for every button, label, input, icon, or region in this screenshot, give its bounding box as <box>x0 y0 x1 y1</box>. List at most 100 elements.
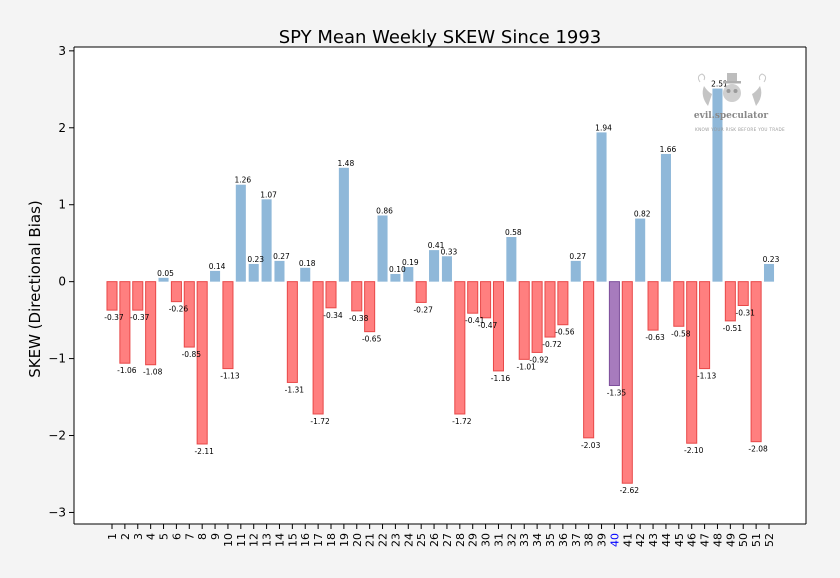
data-label-16: 0.18 <box>299 259 316 268</box>
x-tick-label-19: 19 <box>338 533 351 547</box>
bar-1 <box>106 281 118 311</box>
x-tick-label-22: 22 <box>377 533 390 547</box>
y-axis-label: SKEW (Directional Bias) <box>26 200 44 378</box>
data-label-52: 0.23 <box>763 255 780 264</box>
top-hat-mascot-icon <box>697 73 767 106</box>
bar-33 <box>518 281 530 360</box>
bar-48 <box>712 88 723 282</box>
y-tick-label: −3 <box>48 505 66 519</box>
x-tick-label-30: 30 <box>480 533 493 547</box>
data-label-44: 1.66 <box>660 145 677 154</box>
bar-20 <box>351 281 363 312</box>
data-label-24: 0.19 <box>402 258 419 267</box>
data-label-50: -0.31 <box>736 309 756 318</box>
data-label-1: -0.37 <box>104 313 124 322</box>
data-label-38: -2.03 <box>581 441 601 450</box>
x-tick-label-15: 15 <box>286 533 299 547</box>
bar-28 <box>454 281 466 415</box>
data-label-6: -0.26 <box>169 305 189 314</box>
x-tick-label-26: 26 <box>428 533 441 547</box>
bar-46 <box>686 281 698 444</box>
data-label-9: 0.14 <box>209 262 226 271</box>
x-tick-label-9: 9 <box>209 533 222 540</box>
x-tick-label-41: 41 <box>621 533 634 547</box>
x-axis-ticks: 1 2 3 4 5 6 7 8 9 10 11 12 13 14 15 16 17 18 19 20 21 22 23 24 2… <box>106 524 776 547</box>
x-tick-label-44: 44 <box>660 533 673 547</box>
x-tick-label-50: 50 <box>737 533 750 547</box>
bar-3 <box>132 281 144 311</box>
bar-14 <box>274 260 285 282</box>
data-label-15: -1.31 <box>285 385 305 394</box>
bar-11 <box>235 184 246 282</box>
x-tick-label-35: 35 <box>544 533 557 547</box>
bar-30 <box>480 281 492 319</box>
data-label-45: -0.58 <box>671 329 691 338</box>
bar-51 <box>750 281 762 443</box>
data-label-46: -2.10 <box>684 446 704 455</box>
x-tick-label-6: 6 <box>170 533 183 540</box>
data-label-41: -2.62 <box>620 486 640 495</box>
data-label-26: 0.41 <box>428 241 445 250</box>
x-tick-label-1: 1 <box>106 533 119 540</box>
bar-44 <box>660 153 671 282</box>
chart-title: SPY Mean Weekly SKEW Since 1993 <box>279 27 602 48</box>
bar-41 <box>621 281 633 484</box>
data-label-2: -1.06 <box>117 366 137 375</box>
bar-16 <box>300 267 311 282</box>
data-label-28: -1.72 <box>452 417 472 426</box>
data-label-4: -1.08 <box>143 368 163 377</box>
bar-8 <box>196 281 208 445</box>
bar-52 <box>763 263 775 282</box>
bar-10 <box>222 281 234 370</box>
data-label-17: -1.72 <box>310 417 330 426</box>
bar-7 <box>183 281 195 348</box>
y-tick-label: 1 <box>58 198 66 212</box>
bar-18 <box>325 281 337 309</box>
bar-6 <box>170 281 182 303</box>
bar-27 <box>441 256 452 282</box>
bars-group <box>106 88 775 484</box>
watermark-logo: evil.speculator KNOW YOUR RISK BEFORE YO… <box>694 73 785 132</box>
data-label-30: -0.47 <box>478 321 498 330</box>
y-tick-label: −1 <box>48 352 66 366</box>
data-label-25: -0.27 <box>413 305 433 314</box>
bar-17 <box>312 281 324 415</box>
y-tick-label: 3 <box>58 44 66 58</box>
data-label-23: 0.10 <box>389 265 406 274</box>
data-label-22: 0.86 <box>376 206 393 215</box>
bar-50 <box>737 281 749 306</box>
x-tick-label-18: 18 <box>325 533 338 547</box>
data-label-29: -0.41 <box>465 316 485 325</box>
bar-25 <box>415 281 427 303</box>
x-tick-label-40: 40 <box>608 533 621 547</box>
x-tick-label-2: 2 <box>119 533 132 540</box>
watermark-tagline: KNOW YOUR RISK BEFORE YOU TRADE <box>695 127 785 132</box>
y-tick-label: 2 <box>58 121 66 135</box>
bar-5 <box>158 277 169 282</box>
bar-21 <box>364 281 376 333</box>
data-label-32: 0.58 <box>505 228 522 237</box>
x-tick-label-4: 4 <box>145 533 158 540</box>
data-label-51: -2.08 <box>748 445 768 454</box>
bar-36 <box>557 281 569 326</box>
x-tick-label-52: 52 <box>763 533 776 547</box>
data-label-49: -0.51 <box>723 324 743 333</box>
x-tick-label-13: 13 <box>261 533 274 547</box>
bar-24 <box>403 267 414 282</box>
data-label-34: -0.92 <box>529 355 549 364</box>
data-label-37: 0.27 <box>569 252 586 261</box>
data-label-19: 1.48 <box>338 159 355 168</box>
x-tick-label-43: 43 <box>647 533 660 547</box>
data-label-43: -0.63 <box>645 333 665 342</box>
data-label-40: -1.35 <box>607 389 627 398</box>
x-tick-label-21: 21 <box>364 533 377 547</box>
data-label-18: -0.34 <box>323 311 343 320</box>
x-tick-label-46: 46 <box>686 533 699 547</box>
data-label-13: 1.07 <box>260 190 277 199</box>
data-label-10: -1.13 <box>220 372 240 381</box>
data-label-48: 2.51 <box>711 80 728 89</box>
x-tick-label-25: 25 <box>415 533 428 547</box>
x-tick-label-36: 36 <box>557 533 570 547</box>
x-tick-label-31: 31 <box>492 533 505 547</box>
data-label-21: -0.65 <box>362 335 382 344</box>
